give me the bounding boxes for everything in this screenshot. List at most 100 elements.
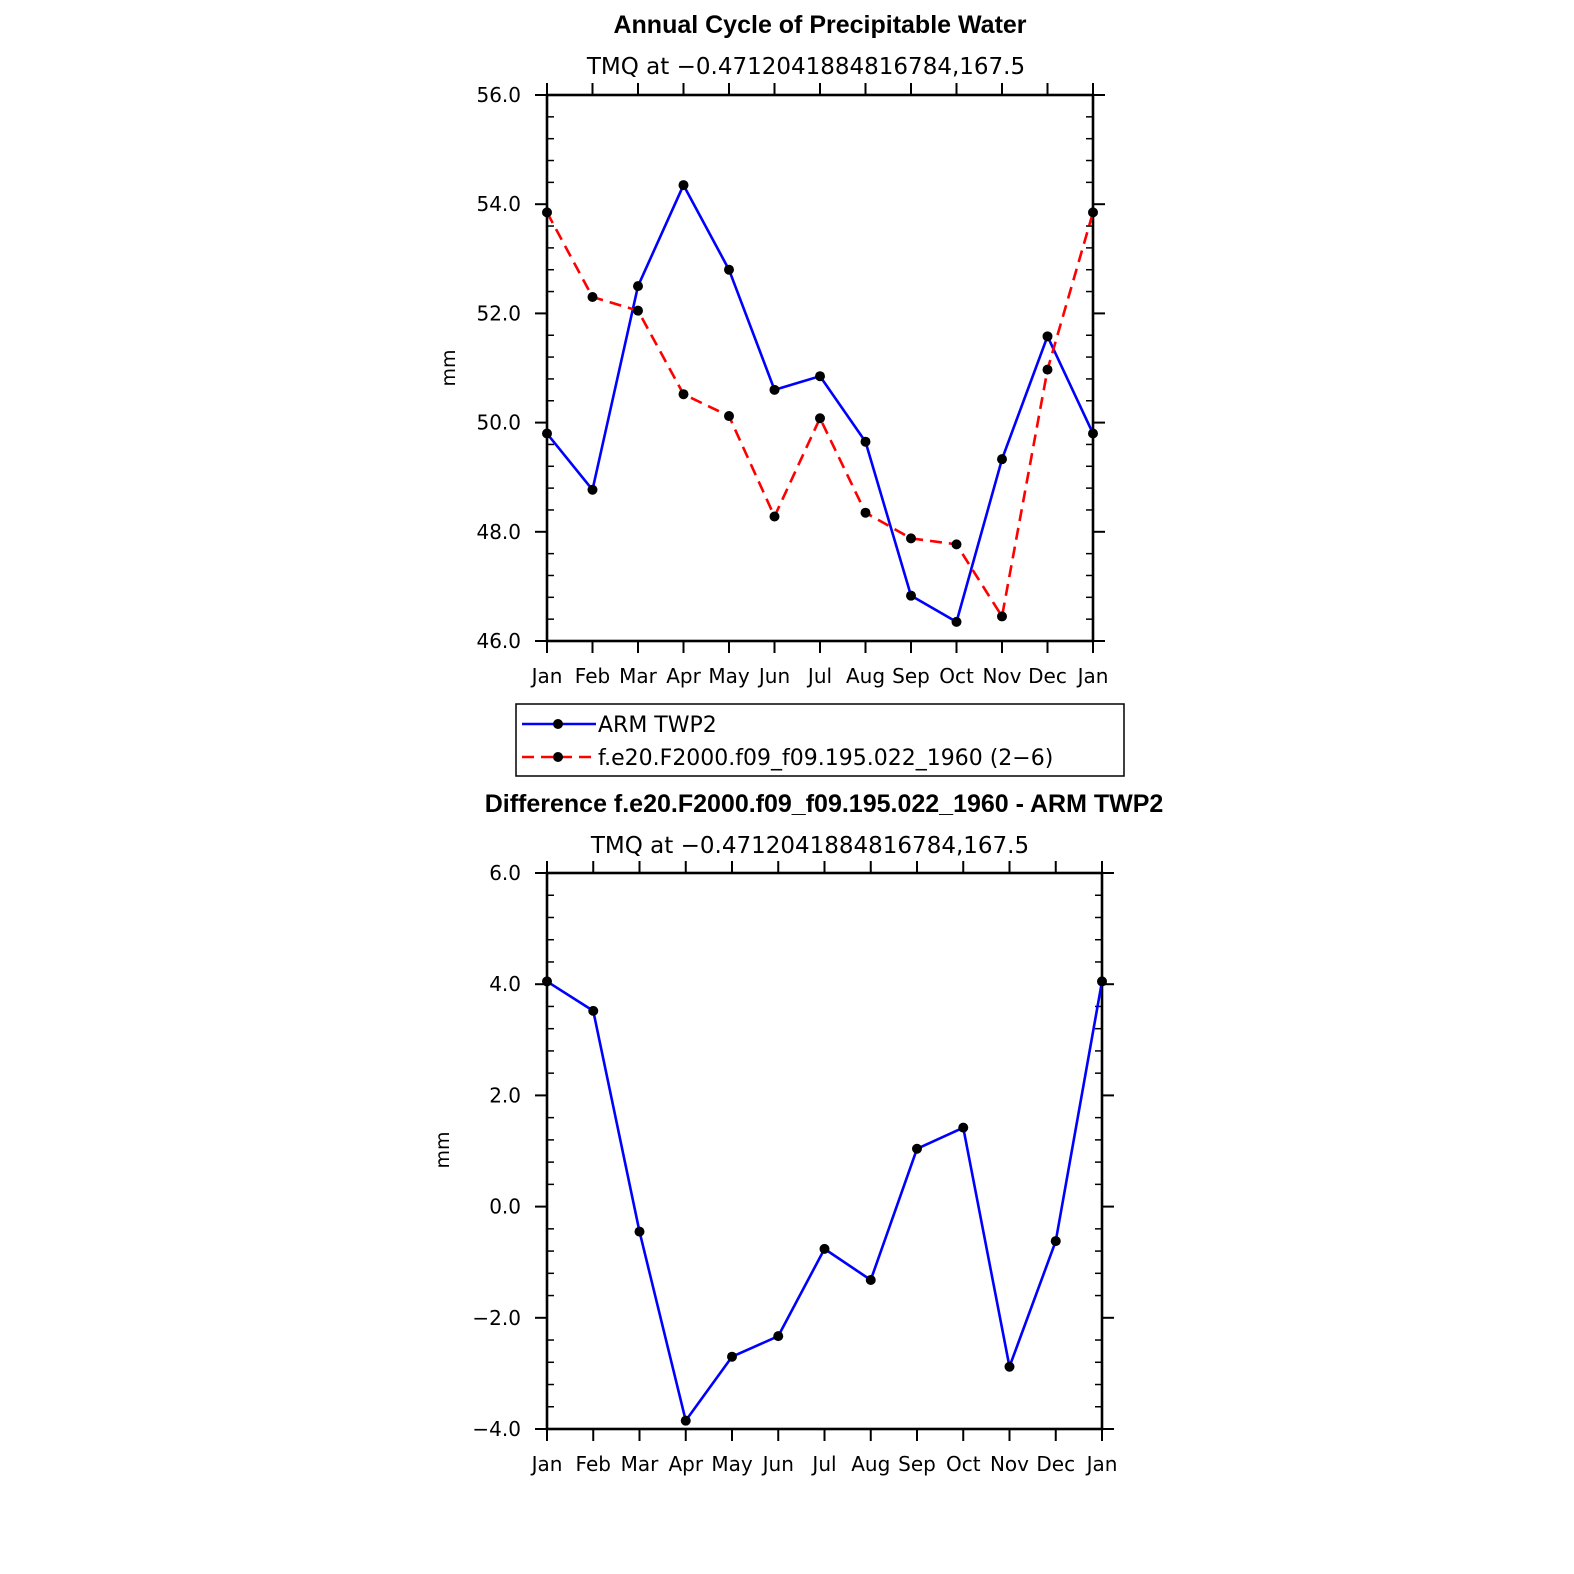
top-series-0-point xyxy=(860,436,871,447)
legend-label-model: f.e20.F2000.f09_f09.195.022_1960 (2−6) xyxy=(598,746,1053,771)
bottom-x-tick-label: Feb xyxy=(576,1452,611,1476)
top-x-tick-label: Sep xyxy=(892,664,930,688)
bottom-axes: Jan Feb Mar Apr May Jun Jul Aug Sep Oct Nov Dec Jan−… xyxy=(472,861,1117,1476)
bottom-x-tick-label: Dec xyxy=(1036,1452,1075,1476)
top-x-tick-label: Apr xyxy=(666,664,701,688)
bottom-series-0-point xyxy=(865,1274,876,1285)
top-y-tick-label: 46.0 xyxy=(476,629,521,653)
bottom-y-tick-label: −2.0 xyxy=(472,1306,521,1330)
bottom-series-0-point xyxy=(1004,1361,1015,1372)
top-series-1-point xyxy=(951,539,962,550)
top-x-tick-label: Mar xyxy=(619,664,658,688)
bottom-chart-subtitle: TMQ at −0.4712041884816784,167.5 xyxy=(590,833,1029,859)
bottom-y-tick-label: 6.0 xyxy=(489,861,521,885)
bottom-x-tick-label: Oct xyxy=(946,1452,981,1476)
top-series-1-point xyxy=(678,389,689,400)
bottom-x-tick-label: Apr xyxy=(668,1452,703,1476)
top-x-tick-label: Oct xyxy=(939,664,974,688)
bottom-series-0-point xyxy=(958,1122,969,1133)
top-series-1-point xyxy=(769,511,780,522)
top-series-1-point xyxy=(860,507,871,518)
top-x-tick-label: Nov xyxy=(982,664,1021,688)
top-y-tick-label: 52.0 xyxy=(476,301,521,325)
legend-marker-arm xyxy=(553,719,563,729)
bottom-series-0-point xyxy=(773,1331,784,1342)
bottom-x-tick-label: Jan xyxy=(530,1452,563,1476)
top-y-tick-label: 48.0 xyxy=(476,520,521,544)
top-series-0-point xyxy=(997,454,1007,465)
top-series-0-point xyxy=(633,281,643,292)
bottom-x-tick-label: Aug xyxy=(851,1452,890,1476)
top-series-1-point xyxy=(1088,207,1098,218)
top-x-tick-label: Jan xyxy=(530,664,563,688)
bottom-series-0-point xyxy=(819,1243,830,1254)
top-chart-title: Annual Cycle of Precipitable Water xyxy=(613,11,1026,39)
top-y-tick-label: 54.0 xyxy=(476,192,521,216)
top-y-axis-label: mm xyxy=(438,349,460,386)
top-x-tick-label: Dec xyxy=(1028,664,1067,688)
top-y-tick-label: 56.0 xyxy=(476,83,521,107)
top-x-tick-label: Jan xyxy=(1076,664,1109,688)
top-series-0-point xyxy=(587,484,598,495)
top-x-tick-label: Jul xyxy=(806,664,832,688)
bottom-chart-title: Difference f.e20.F2000.f09_f09.195.022_1… xyxy=(485,790,1164,818)
top-series-1-point xyxy=(815,413,825,424)
top-series-1-point xyxy=(542,207,552,218)
bottom-series-0-point xyxy=(680,1415,691,1426)
bottom-series-0-point xyxy=(1097,976,1107,987)
top-series-1-point xyxy=(997,611,1007,622)
bottom-y-tick-label: 4.0 xyxy=(489,972,521,996)
top-series-1-point xyxy=(724,411,734,422)
top-plot-frame xyxy=(545,93,1095,643)
bottom-series-0-line xyxy=(546,980,1104,1422)
top-series-0-point xyxy=(542,428,552,439)
bottom-series-0-point xyxy=(634,1226,645,1237)
bottom-y-tick-label: 2.0 xyxy=(489,1083,521,1107)
top-series-layer xyxy=(542,180,1098,627)
top-series-1-point xyxy=(1042,364,1053,375)
bottom-series-0-point xyxy=(588,1005,599,1016)
bottom-y-tick-label: 0.0 xyxy=(489,1195,521,1219)
top-series-0-point xyxy=(1088,428,1098,439)
bottom-x-tick-label: Jan xyxy=(1085,1452,1118,1476)
legend-box xyxy=(515,703,1125,777)
top-series-0-line xyxy=(545,183,1095,624)
bottom-y-axis-label: mm xyxy=(432,1131,454,1168)
top-series-0-point xyxy=(1042,331,1053,342)
top-series-0-point xyxy=(769,384,780,395)
top-chart-subtitle: TMQ at −0.4712041884816784,167.5 xyxy=(586,54,1025,80)
top-x-tick-label: May xyxy=(708,664,750,688)
top-y-tick-label: 50.0 xyxy=(476,411,521,435)
bottom-x-tick-label: Nov xyxy=(990,1452,1029,1476)
bottom-series-0-point xyxy=(912,1143,922,1154)
top-x-tick-label: Jun xyxy=(757,664,790,688)
top-series-1-point xyxy=(906,533,916,544)
legend-marker-model xyxy=(553,752,563,762)
legend-label-arm: ARM TWP2 xyxy=(598,713,717,738)
bottom-x-tick-label: Mar xyxy=(621,1452,660,1476)
bottom-series-0-point xyxy=(727,1351,737,1362)
bottom-y-tick-label: −4.0 xyxy=(472,1417,521,1441)
top-series-0-point xyxy=(815,371,825,382)
bottom-plot-frame xyxy=(545,871,1104,1431)
top-x-tick-label: Feb xyxy=(575,664,610,688)
bottom-series-0-point xyxy=(1050,1236,1061,1247)
top-panel: Annual Cycle of Precipitable Water TMQ a… xyxy=(438,11,1108,688)
top-series-1-point xyxy=(587,292,598,303)
bottom-panel: Difference f.e20.F2000.f09_f09.195.022_1… xyxy=(432,790,1163,1476)
top-series-0-point xyxy=(906,590,916,601)
legend: ARM TWP2 f.e20.F2000.f09_f09.195.022_196… xyxy=(515,703,1125,777)
bottom-series-0-point xyxy=(542,976,552,987)
top-axes: Jan Feb Mar Apr May Jun Jul Aug Sep Oct Nov Dec Jan 4… xyxy=(476,83,1108,688)
top-x-tick-label: Aug xyxy=(846,664,885,688)
bottom-x-tick-label: Sep xyxy=(898,1452,936,1476)
bottom-series-layer xyxy=(542,976,1107,1426)
top-series-0-point xyxy=(724,264,734,275)
bottom-x-tick-label: May xyxy=(711,1452,753,1476)
top-series-1-point xyxy=(633,305,643,316)
top-series-0-point xyxy=(951,616,962,627)
bottom-x-tick-label: Jun xyxy=(761,1452,794,1476)
top-series-0-point xyxy=(678,180,689,191)
bottom-x-tick-label: Jul xyxy=(810,1452,836,1476)
